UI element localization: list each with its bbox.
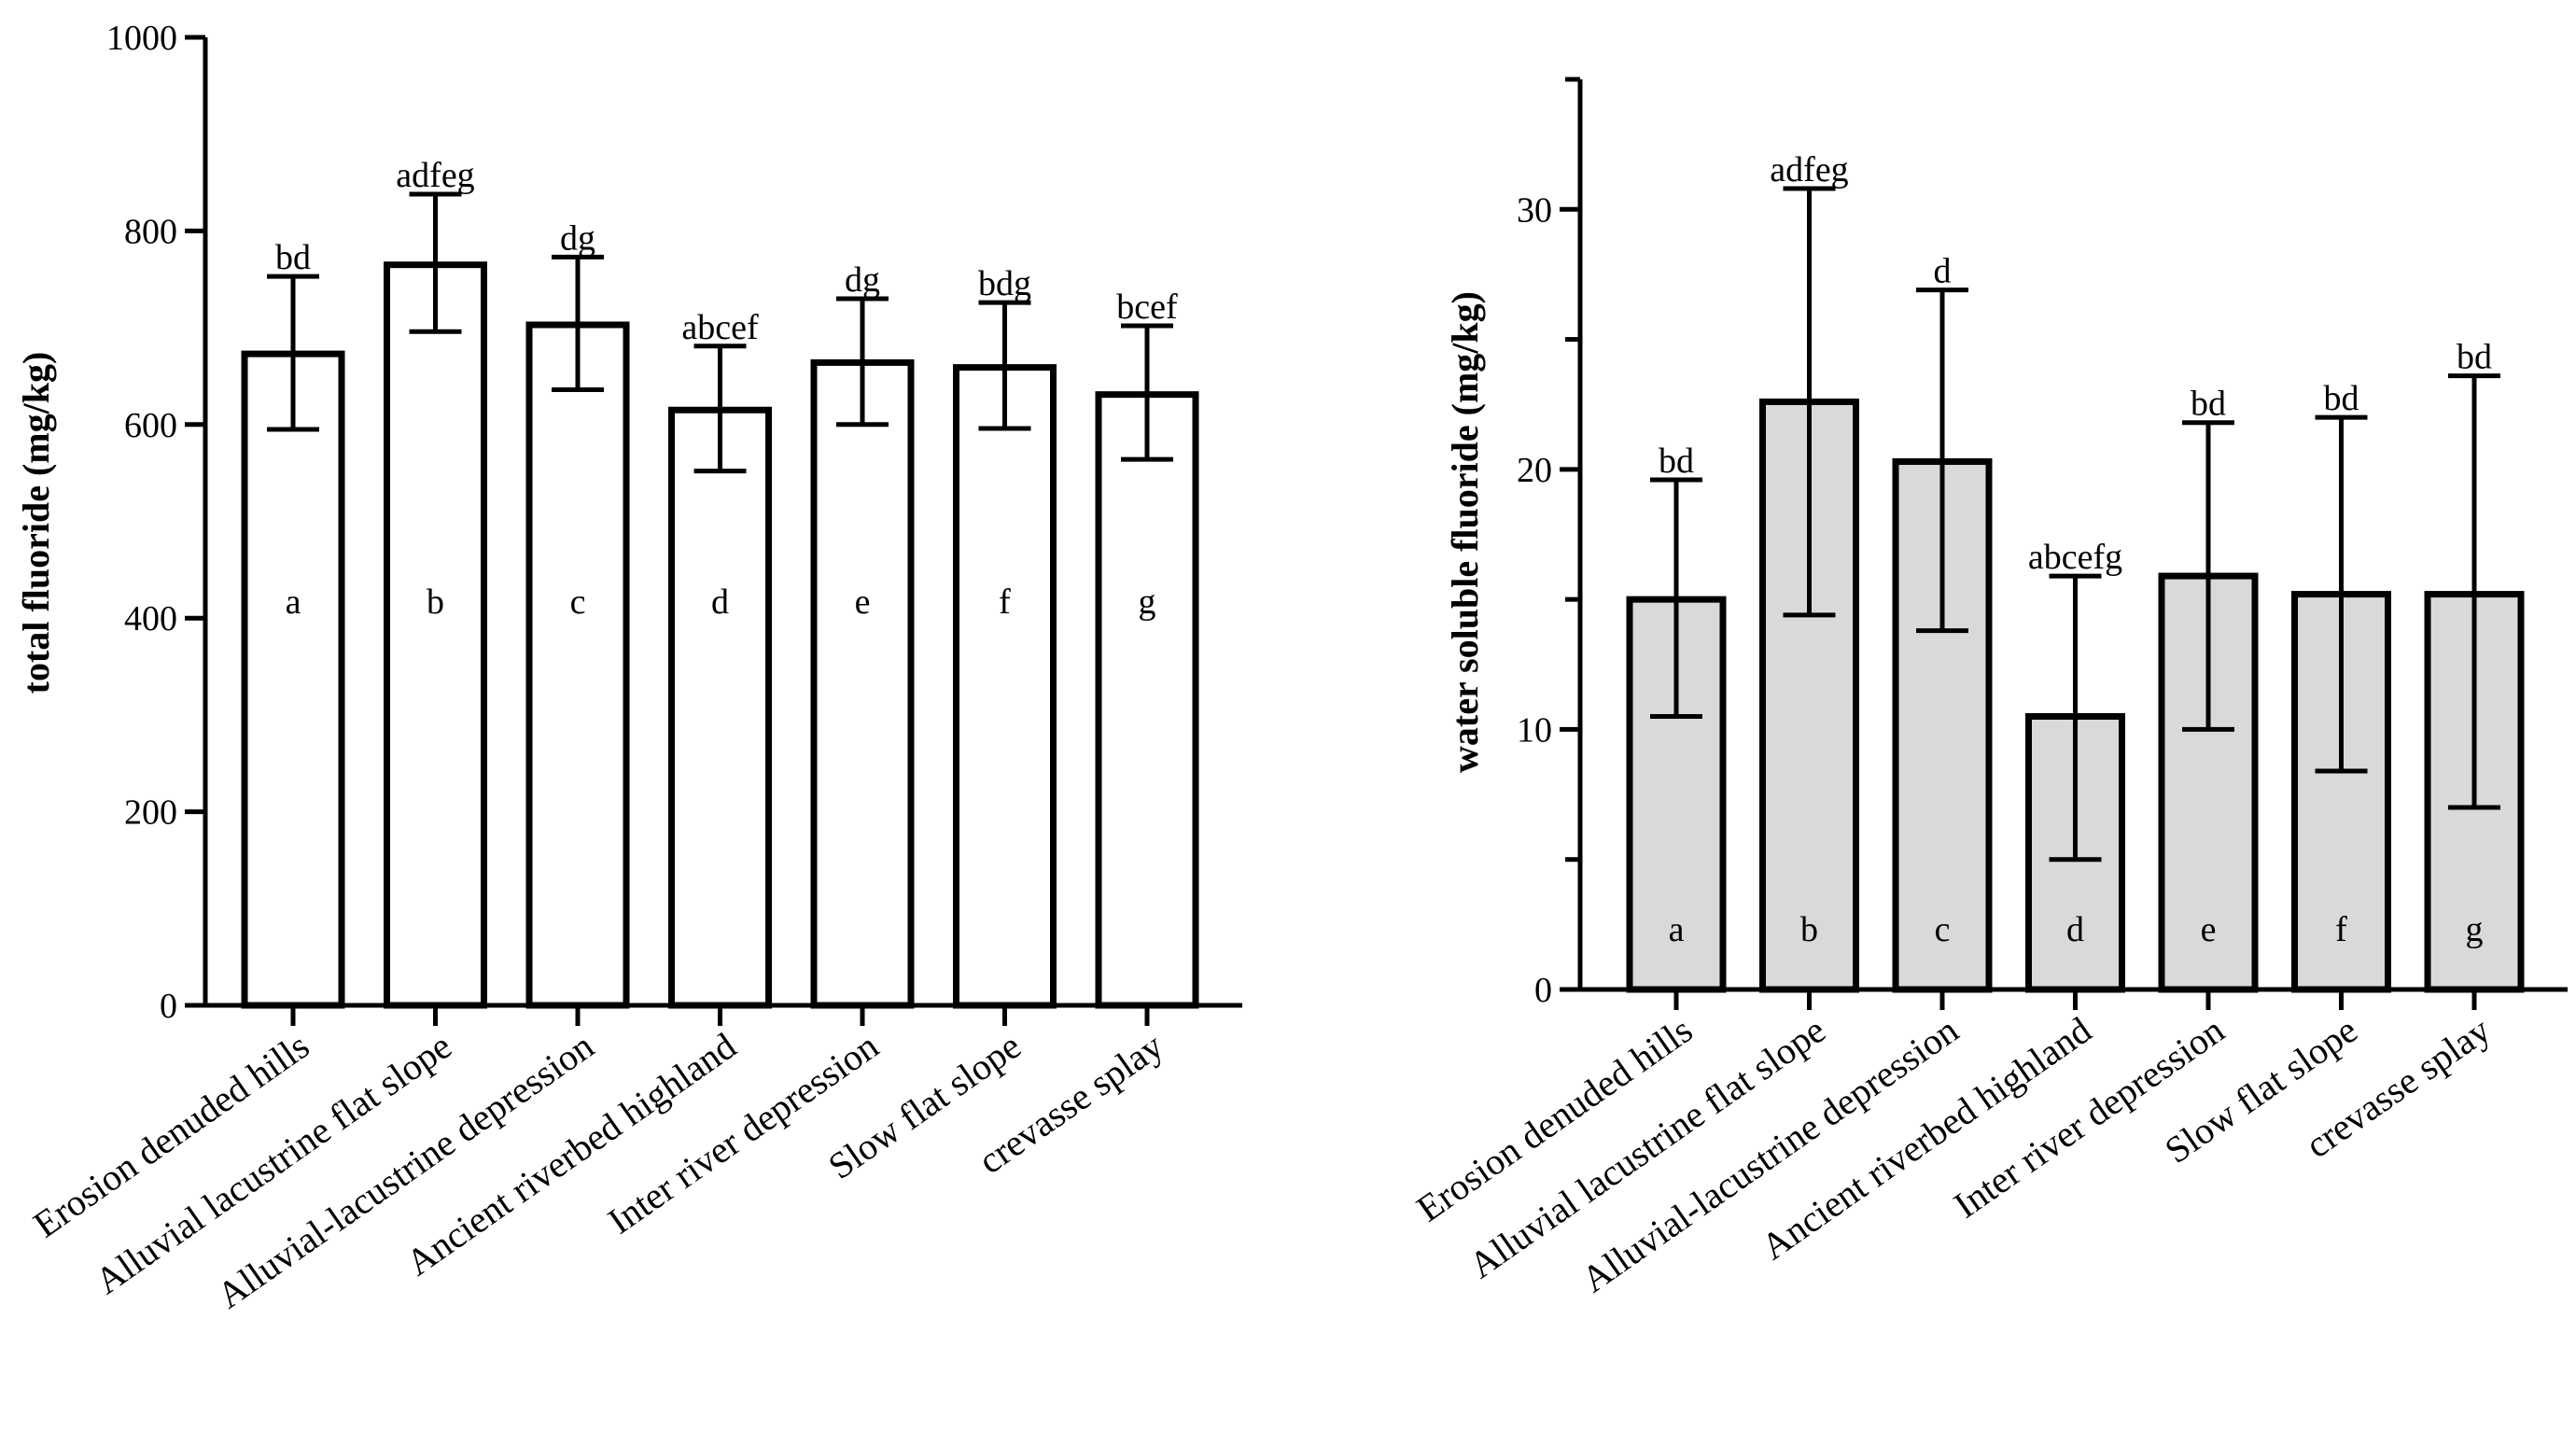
group-label-7: g <box>1139 582 1156 622</box>
group-label-2: b <box>427 582 444 622</box>
significance-label-1: bd <box>1659 442 1694 481</box>
group-label-3: c <box>1935 910 1951 949</box>
bar-3 <box>525 321 630 1009</box>
group-label-1: a <box>286 582 301 622</box>
y-tick-label-3: 20 <box>1517 451 1552 490</box>
bar-4 <box>668 406 772 1009</box>
significance-label-4: abcefg <box>2028 538 2122 577</box>
y-tick-label-1: 0 <box>160 987 177 1026</box>
significance-label-7: bcef <box>1116 288 1178 327</box>
y-tick-label-1: 0 <box>1534 971 1552 1010</box>
significance-label-7: bd <box>2457 338 2492 377</box>
group-label-4: d <box>2066 910 2084 949</box>
y-axis-title: water soluble fluoride (mg/kg) <box>1444 291 1486 773</box>
bar-7 <box>1095 391 1199 1009</box>
y-tick-label-3: 400 <box>124 599 177 638</box>
significance-label-5: bd <box>2191 385 2226 424</box>
significance-label-3: dg <box>560 218 595 258</box>
group-label-6: f <box>2335 910 2347 949</box>
significance-label-3: d <box>1934 252 1952 291</box>
significance-label-1: bd <box>275 238 311 277</box>
group-label-2: b <box>1800 910 1818 949</box>
y-tick-label-5: 800 <box>124 212 177 251</box>
y-tick-label-4: 600 <box>124 406 177 445</box>
group-label-5: e <box>2201 910 2217 949</box>
group-label-4: d <box>711 582 729 622</box>
significance-label-6: bdg <box>978 264 1031 303</box>
bar-5 <box>810 358 915 1009</box>
significance-label-2: adfeg <box>1770 150 1848 189</box>
significance-label-5: dg <box>845 260 880 300</box>
y-axis-title: total fluoride (mg/kg) <box>15 352 57 694</box>
group-label-6: f <box>999 582 1011 622</box>
x-tick-label-5: Inter river depression <box>600 1025 886 1242</box>
group-label-7: g <box>2466 910 2484 949</box>
y-tick-label-2: 200 <box>124 793 177 833</box>
bar-2 <box>384 261 487 1009</box>
group-label-3: c <box>570 582 586 622</box>
y-tick-label-2: 10 <box>1517 710 1552 750</box>
y-tick-label-6: 1000 <box>106 19 177 58</box>
group-label-1: a <box>1669 910 1685 949</box>
significance-label-6: bd <box>2324 379 2359 418</box>
bar-1 <box>241 350 345 1009</box>
significance-label-2: adfeg <box>396 156 474 195</box>
y-tick-label-4: 30 <box>1517 190 1552 230</box>
bar-6 <box>953 364 1057 1009</box>
group-label-5: e <box>855 582 871 622</box>
significance-label-4: abcef <box>681 308 759 347</box>
